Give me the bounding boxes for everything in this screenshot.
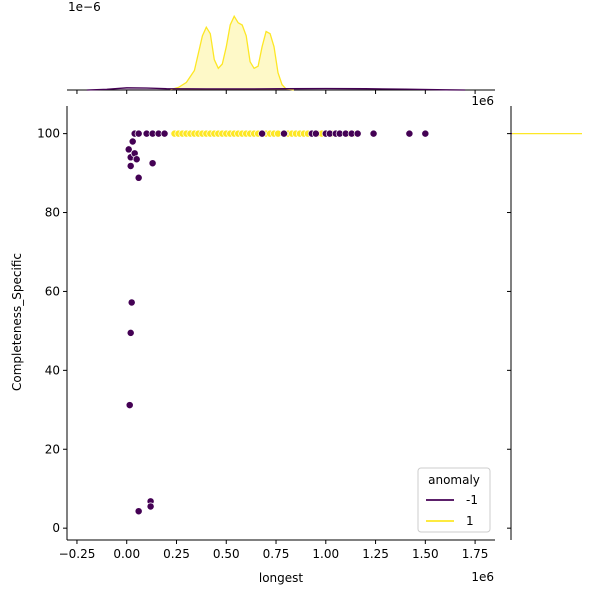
marginal-x-offset-label: 1e−6	[68, 0, 101, 14]
x-tick-label: 1.00	[312, 547, 339, 561]
scatter-point	[126, 162, 135, 170]
x-tick-label: 0.75	[263, 547, 290, 561]
scatter-point	[134, 129, 143, 138]
y-tick-label: 20	[45, 442, 60, 456]
y-tick-label: 100	[37, 127, 60, 141]
marginal-x-kde	[67, 14, 495, 94]
scatter-point	[134, 507, 143, 516]
y-tick-label: 0	[52, 521, 60, 535]
scatter-point	[125, 401, 134, 410]
marginal-x-area	[170, 16, 294, 90]
scatter-point	[124, 145, 133, 154]
scatter-point	[258, 129, 267, 138]
marginal-x-line	[170, 14, 294, 91]
x-tick-label: 1.50	[412, 547, 439, 561]
scatter-point	[405, 129, 414, 138]
marginal-x-line	[86, 87, 466, 91]
scatter-point	[311, 129, 320, 138]
x-axis-offset-label-top: 1e6	[471, 94, 494, 108]
scatter-point	[146, 502, 155, 511]
x-tick-label: 0.00	[113, 547, 140, 561]
scatter-point	[127, 298, 136, 307]
x-tick-label: 0.50	[213, 547, 240, 561]
scatter-points	[124, 129, 430, 516]
y-tick-label: 60	[45, 284, 60, 298]
scatter-point	[421, 129, 430, 138]
scatter-point	[280, 129, 288, 138]
marginal-y-kde	[507, 106, 582, 540]
y-axis-label: Completeness_Specific	[10, 253, 24, 391]
legend-title: anomaly	[428, 473, 480, 487]
legend-label-neg1: -1	[466, 493, 478, 507]
x-axis-label: longest	[259, 571, 304, 585]
scatter-point	[369, 129, 378, 138]
legend: anomaly -1 1	[417, 467, 491, 533]
scatter-point	[353, 129, 362, 138]
y-tick-label: 80	[45, 206, 60, 220]
scatter-point	[160, 129, 169, 138]
scatter-point	[132, 155, 141, 164]
x-tick-label: −0.25	[59, 547, 96, 561]
x-tick-label: 0.25	[163, 547, 190, 561]
x-axis-offset-label: 1e6	[471, 570, 494, 584]
x-tick-label: 1.75	[462, 547, 489, 561]
scatter-point	[134, 173, 143, 182]
x-tick-label: 1.25	[362, 547, 389, 561]
legend-label-1: 1	[466, 514, 474, 528]
y-tick-label: 40	[45, 363, 60, 377]
scatter-point	[148, 159, 157, 168]
scatter-point	[126, 328, 135, 337]
scatter-point	[128, 137, 137, 146]
main-axes: −0.25 0.00 0.25 0.50 0.75 1.00 1.25 1.50 1.75 0 20…	[37, 106, 495, 561]
